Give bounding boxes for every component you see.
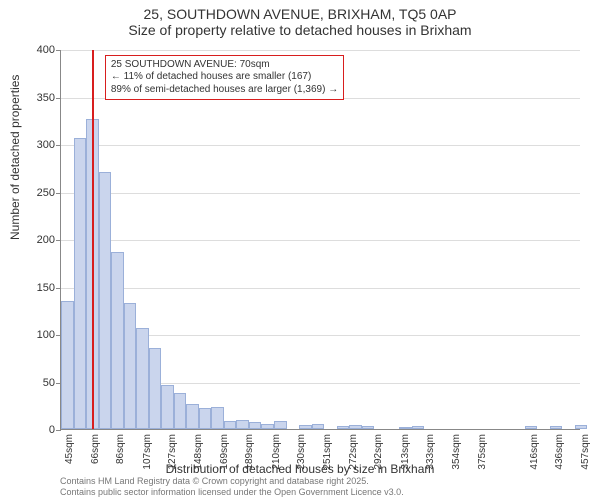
- ytick-mark: [56, 145, 61, 146]
- histogram-bar: [249, 422, 262, 429]
- ytick-mark: [56, 240, 61, 241]
- histogram-bar: [236, 420, 249, 430]
- title-line1: 25, SOUTHDOWN AVENUE, BRIXHAM, TQ5 0AP: [0, 6, 600, 22]
- footer-line2: Contains public sector information licen…: [60, 487, 404, 498]
- ytick-label: 150: [15, 282, 55, 294]
- histogram-bar: [412, 426, 425, 429]
- histogram-bar: [362, 426, 375, 429]
- footer-line1: Contains HM Land Registry data © Crown c…: [60, 476, 404, 487]
- figure-root: 25, SOUTHDOWN AVENUE, BRIXHAM, TQ5 0AP S…: [0, 0, 600, 500]
- gridline: [61, 240, 580, 241]
- annotation-line1: 25 SOUTHDOWN AVENUE: 70sqm: [111, 59, 338, 72]
- ytick-mark: [56, 288, 61, 289]
- histogram-bar: [99, 172, 112, 429]
- histogram-bar: [199, 408, 212, 429]
- histogram-bar: [74, 138, 87, 429]
- histogram-bar: [274, 421, 287, 429]
- annotation-line2: ← 11% of detached houses are smaller (16…: [111, 71, 338, 84]
- histogram-bar: [349, 425, 362, 429]
- histogram-bar: [111, 252, 124, 429]
- histogram-bar: [299, 425, 312, 429]
- xtick-label: 86sqm: [115, 434, 126, 464]
- plot-area: 45sqm66sqm86sqm107sqm127sqm148sqm169sqm1…: [60, 50, 580, 430]
- histogram-bar: [161, 385, 174, 429]
- ytick-label: 400: [15, 44, 55, 56]
- x-axis-label: Distribution of detached houses by size …: [0, 462, 600, 476]
- histogram-bar: [124, 303, 137, 429]
- ytick-mark: [56, 50, 61, 51]
- histogram-bar: [224, 421, 237, 429]
- ytick-mark: [56, 193, 61, 194]
- xtick-label: 66sqm: [90, 434, 101, 464]
- histogram-bar: [575, 425, 588, 429]
- histogram-bar: [312, 424, 325, 429]
- annotation-box: 25 SOUTHDOWN AVENUE: 70sqm← 11% of detac…: [105, 55, 344, 101]
- histogram-bar: [337, 426, 350, 429]
- ytick-label: 350: [15, 92, 55, 104]
- histogram-bar: [550, 426, 563, 429]
- ytick-label: 300: [15, 139, 55, 151]
- histogram-bar: [136, 328, 149, 429]
- annotation-line3: 89% of semi-detached houses are larger (…: [111, 84, 338, 97]
- ytick-label: 50: [15, 377, 55, 389]
- ytick-label: 200: [15, 234, 55, 246]
- footer-credit: Contains HM Land Registry data © Crown c…: [60, 476, 404, 498]
- gridline: [61, 145, 580, 146]
- title-block: 25, SOUTHDOWN AVENUE, BRIXHAM, TQ5 0AP S…: [0, 0, 600, 38]
- ytick-label: 250: [15, 187, 55, 199]
- histogram-bar: [149, 348, 162, 429]
- histogram-bar: [261, 424, 274, 429]
- histogram-bar: [211, 407, 224, 429]
- ytick-mark: [56, 98, 61, 99]
- ytick-mark: [56, 430, 61, 431]
- gridline: [61, 288, 580, 289]
- histogram-bar: [61, 301, 74, 429]
- ytick-label: 100: [15, 329, 55, 341]
- histogram-bar: [186, 404, 199, 429]
- title-line2: Size of property relative to detached ho…: [0, 22, 600, 38]
- gridline: [61, 50, 580, 51]
- histogram-bar: [399, 427, 412, 429]
- histogram-bar: [525, 426, 538, 429]
- histogram-bar: [174, 393, 187, 429]
- chart-wrap: 45sqm66sqm86sqm107sqm127sqm148sqm169sqm1…: [60, 50, 580, 430]
- gridline: [61, 193, 580, 194]
- marker-line: [92, 50, 94, 429]
- ytick-label: 0: [15, 424, 55, 436]
- xtick-label: 45sqm: [64, 434, 75, 464]
